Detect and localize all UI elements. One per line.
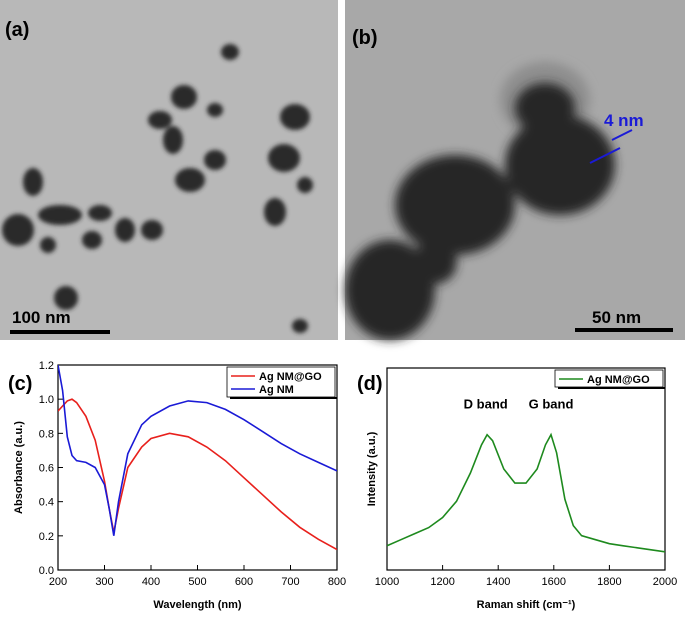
scale-bar-label: 100 nm: [12, 308, 71, 327]
x-tick-label: 400: [142, 576, 160, 588]
annotation: D band: [464, 396, 508, 411]
legend-label: Ag NM: [259, 384, 294, 396]
plot-area: 200 300 400 500 600 700 800 0.0 0.2 0.4 0.6 0.8 1.0 1…: [8, 360, 346, 611]
x-tick-label: 1400: [486, 576, 510, 588]
y-tick-label: 0.4: [39, 497, 54, 509]
series-line: [387, 432, 665, 553]
panel-label: (b): [352, 27, 378, 49]
x-tick-label: 600: [235, 576, 253, 588]
panel-label: (d): [357, 373, 383, 395]
legend-label: Ag NM@GO: [259, 371, 322, 383]
annotation: 4 nm: [604, 111, 644, 130]
x-axis-label: Raman shift (cm⁻¹): [477, 599, 576, 611]
x-tick-label: 200: [49, 576, 67, 588]
x-tick-label: 700: [281, 576, 299, 588]
y-tick-label: 1.0: [39, 394, 54, 406]
series-line: [58, 398, 337, 551]
annotation: G band: [529, 396, 574, 411]
axes-frame: [386, 367, 666, 571]
x-axis-label: Wavelength (nm): [153, 599, 242, 611]
x-tick-label: 1800: [597, 576, 621, 588]
y-tick-label: 0.8: [39, 428, 54, 440]
x-tick-label: 1200: [430, 576, 454, 588]
series-line: [58, 365, 337, 536]
legend-label: Ag NM@GO: [587, 374, 650, 386]
x-tick-label: 1000: [375, 576, 399, 588]
panel-label: (c): [8, 373, 32, 395]
y-axis-label: Absorbance (a.u.): [13, 421, 25, 514]
y-tick-label: 0.6: [39, 463, 54, 475]
y-tick-label: 1.2: [39, 360, 54, 372]
y-tick-label: 0.0: [39, 565, 54, 577]
x-tick-label: 1600: [542, 576, 566, 588]
x-tick-label: 500: [188, 576, 206, 588]
x-tick-label: 300: [95, 576, 113, 588]
tem-image-a: [0, 0, 338, 340]
tem-image-b: [345, 0, 685, 340]
panel-label: (a): [5, 19, 29, 41]
x-tick-label: 800: [328, 576, 346, 588]
y-axis-label: Intensity (a.u.): [366, 431, 378, 506]
plot-area: 1000 1200 1400 1600 1800 2000 Ag NM@GO Raman sh…: [357, 367, 677, 611]
scale-bar-label: 50 nm: [592, 308, 641, 327]
x-tick-label: 2000: [653, 576, 677, 588]
y-tick-label: 0.2: [39, 531, 54, 543]
